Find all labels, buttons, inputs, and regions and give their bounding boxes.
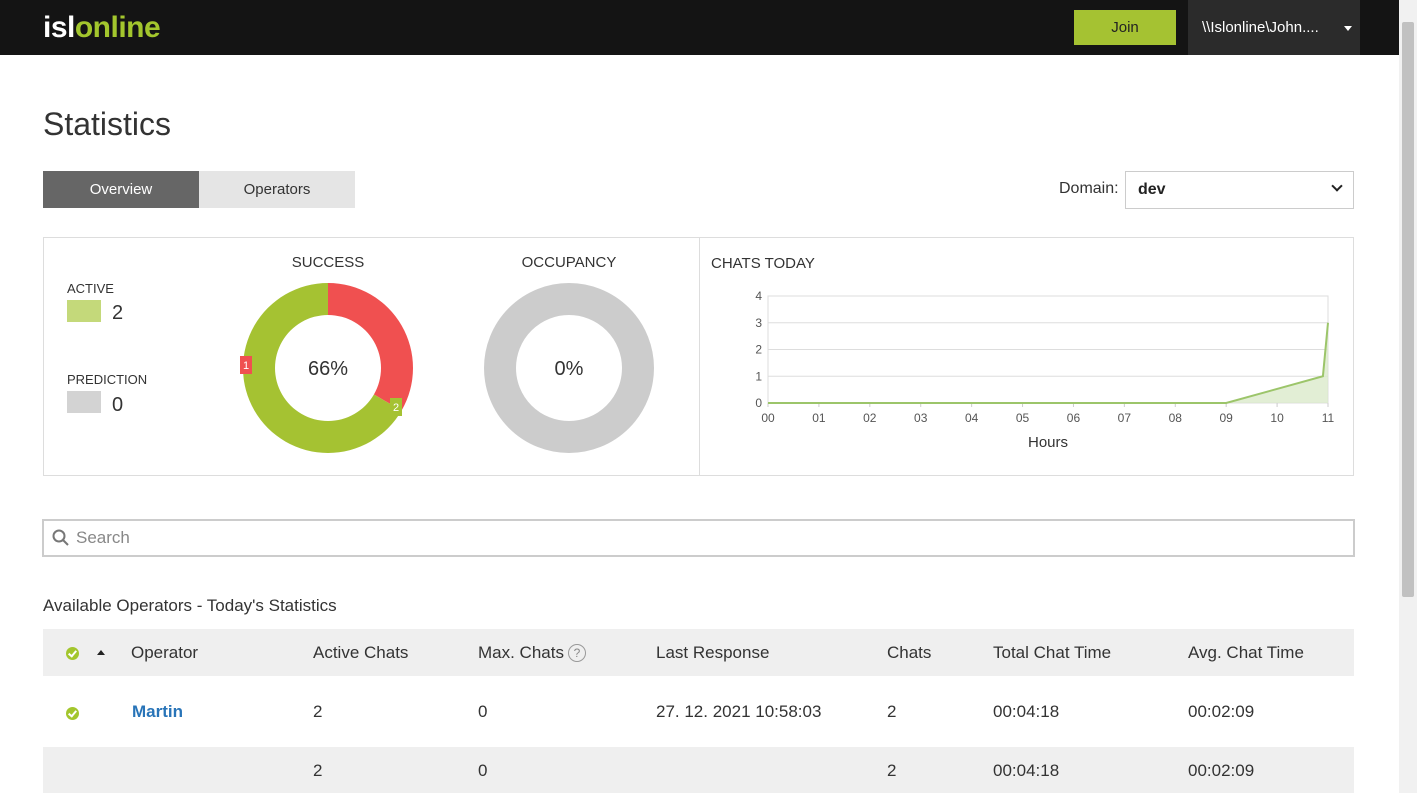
col-header-chats[interactable]: Chats bbox=[887, 643, 932, 662]
occupancy-title: OCCUPANCY bbox=[521, 254, 617, 271]
cell-chats: 2 bbox=[887, 702, 897, 721]
y-tick-label: 3 bbox=[755, 316, 762, 330]
table-totals-row: 2 0 2 00:04:18 00:02:09 bbox=[43, 747, 1354, 793]
cell-last-response: 27. 12. 2021 10:58:03 bbox=[656, 702, 822, 721]
tab-bar: Overview Operators bbox=[43, 171, 355, 208]
x-tick-label: 10 bbox=[1270, 411, 1284, 425]
x-tick-label: 00 bbox=[761, 411, 775, 425]
active-swatch bbox=[67, 300, 101, 322]
operator-link[interactable]: Martin bbox=[132, 702, 183, 721]
chats-area bbox=[768, 322, 1328, 403]
col-header-avg-chat-time[interactable]: Avg. Chat Time bbox=[1188, 643, 1304, 662]
cell-max-chats: 0 bbox=[478, 702, 488, 721]
x-tick-label: 02 bbox=[863, 411, 877, 425]
occupancy-donut-chart: 0% bbox=[484, 283, 654, 453]
col-header-max-chats-label: Max. Chats bbox=[478, 643, 564, 662]
panel-divider bbox=[699, 238, 700, 475]
success-slice-label-bg-1 bbox=[390, 398, 402, 416]
stats-panel: ACTIVE 2 PREDICTION 0 SUCCESS 66% 1 2 OCCU… bbox=[43, 237, 1354, 476]
col-header-operator[interactable]: Operator bbox=[131, 643, 199, 662]
page-scrollbar[interactable] bbox=[1399, 0, 1417, 793]
cell-total-chat-time: 00:04:18 bbox=[993, 702, 1060, 721]
chats-today-title: CHATS TODAY bbox=[711, 255, 815, 272]
total-chat-time: 00:04:18 bbox=[993, 761, 1060, 780]
domain-select[interactable]: dev bbox=[1125, 171, 1354, 209]
x-tick-label: 03 bbox=[914, 411, 928, 425]
success-center-label: 66% bbox=[308, 358, 348, 380]
col-header-total-chat-time[interactable]: Total Chat Time bbox=[993, 643, 1112, 662]
scrollbar-thumb[interactable] bbox=[1402, 22, 1414, 597]
operators-table: Operator Active Chats Max. Chats? Last R… bbox=[43, 629, 1354, 793]
x-tick-label: 09 bbox=[1220, 411, 1234, 425]
occupancy-center-label: 0% bbox=[555, 358, 584, 380]
col-header-active-chats[interactable]: Active Chats bbox=[313, 643, 409, 662]
y-tick-label: 4 bbox=[755, 289, 762, 303]
col-header-max-chats[interactable]: Max. Chats? bbox=[478, 643, 586, 663]
top-bar: islonline Join \\Islonline\John.... bbox=[0, 0, 1399, 55]
tab-operators[interactable]: Operators bbox=[199, 171, 355, 208]
active-value: 2 bbox=[112, 302, 124, 324]
table-row[interactable]: Martin 2 0 27. 12. 2021 10:58:03 2 00:04… bbox=[43, 676, 1354, 747]
user-menu[interactable]: \\Islonline\John.... bbox=[1188, 0, 1360, 55]
success-donut-chart: 66% 1 2 bbox=[240, 283, 413, 453]
y-tick-label: 1 bbox=[755, 369, 762, 383]
y-tick-label: 2 bbox=[755, 343, 762, 357]
cell-avg-chat-time: 00:02:09 bbox=[1188, 702, 1255, 721]
help-icon[interactable]: ? bbox=[567, 644, 586, 662]
success-slice-label-1: 2 bbox=[393, 402, 399, 414]
domain-label: Domain: bbox=[1059, 180, 1119, 197]
logo-online-text: online bbox=[74, 11, 161, 44]
total-max-chats: 0 bbox=[478, 761, 488, 780]
page-title: Statistics bbox=[43, 106, 172, 142]
total-chats: 2 bbox=[887, 761, 897, 780]
caret-down-icon bbox=[1344, 26, 1352, 31]
success-title: SUCCESS bbox=[291, 254, 365, 271]
x-axis-label: Hours bbox=[1028, 434, 1068, 451]
x-tick-label: 07 bbox=[1118, 411, 1132, 425]
prediction-value: 0 bbox=[112, 394, 124, 416]
success-slice-1 bbox=[243, 283, 402, 453]
total-avg-chat-time: 00:02:09 bbox=[1188, 761, 1255, 780]
x-tick-label: 11 bbox=[1322, 411, 1335, 425]
success-slice-label-bg-0 bbox=[240, 356, 252, 374]
chevron-down-icon bbox=[1331, 180, 1343, 192]
search-icon bbox=[52, 529, 69, 546]
occupancy-slice-0 bbox=[484, 283, 654, 453]
x-tick-label: 04 bbox=[965, 411, 979, 425]
cell-active-chats: 2 bbox=[313, 702, 323, 721]
prediction-label: PREDICTION bbox=[67, 372, 148, 387]
success-slice-0 bbox=[328, 283, 413, 411]
status-ok-icon[interactable] bbox=[66, 647, 79, 660]
active-label: ACTIVE bbox=[67, 281, 114, 296]
user-name: \\Islonline\John.... bbox=[1202, 19, 1319, 36]
tab-overview[interactable]: Overview bbox=[43, 171, 199, 208]
logo-isl-text: isl bbox=[43, 11, 75, 44]
x-tick-label: 08 bbox=[1169, 411, 1183, 425]
sort-asc-icon[interactable] bbox=[97, 650, 105, 655]
x-tick-label: 05 bbox=[1016, 411, 1030, 425]
total-active-chats: 2 bbox=[313, 761, 323, 780]
search-box[interactable] bbox=[42, 519, 1355, 557]
status-online-icon bbox=[66, 707, 79, 720]
islonline-logo[interactable]: islonline bbox=[43, 11, 161, 45]
success-slice-label-0: 1 bbox=[243, 360, 249, 372]
x-tick-label: 06 bbox=[1067, 411, 1081, 425]
search-input[interactable] bbox=[76, 523, 1336, 553]
section-title: Available Operators - Today's Statistics bbox=[43, 596, 337, 615]
x-tick-label: 01 bbox=[812, 411, 826, 425]
col-header-last-response[interactable]: Last Response bbox=[656, 643, 770, 662]
y-tick-label: 0 bbox=[755, 396, 762, 410]
prediction-swatch bbox=[67, 391, 101, 413]
domain-selected-value: dev bbox=[1138, 181, 1166, 198]
join-button[interactable]: Join bbox=[1074, 10, 1176, 45]
chats-line bbox=[768, 322, 1329, 404]
table-header-row: Operator Active Chats Max. Chats? Last R… bbox=[43, 629, 1354, 676]
